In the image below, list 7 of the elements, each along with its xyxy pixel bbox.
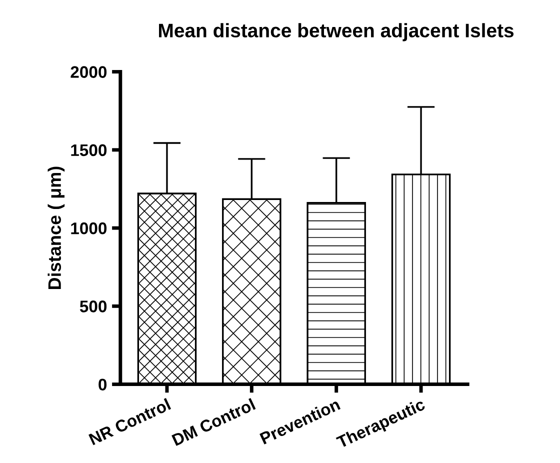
y-axis-title: Distance ( μm): [48, 166, 65, 290]
y-tick-label: 2000: [70, 66, 107, 78]
y-tick-label: 0: [98, 378, 107, 390]
chart-title: Mean distance between adjacent Islets: [159, 23, 514, 42]
y-tick-label: 500: [80, 300, 107, 312]
y-tick-label: 1000: [71, 222, 107, 234]
y-tick-label: 1500: [71, 144, 107, 156]
